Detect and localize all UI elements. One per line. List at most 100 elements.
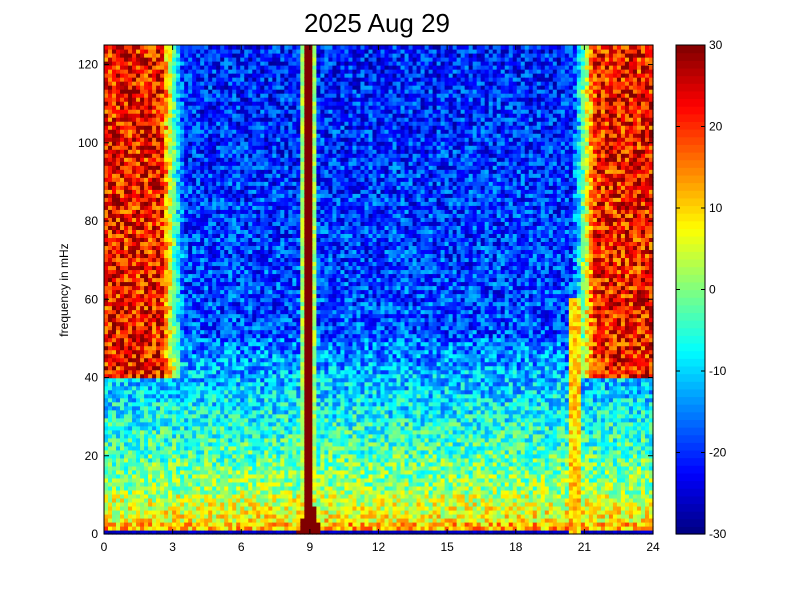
heatmap-cell — [192, 137, 197, 142]
heatmap-cell — [240, 157, 245, 162]
heatmap-cell — [180, 413, 185, 419]
heatmap-cell — [252, 209, 257, 214]
heatmap-cell — [128, 329, 133, 335]
heatmap-cell — [164, 121, 169, 126]
heatmap-cell — [144, 413, 149, 419]
heatmap-cell — [172, 81, 177, 86]
heatmap-cell — [172, 297, 177, 303]
heatmap-cell — [248, 449, 253, 455]
heatmap-cell — [180, 345, 185, 351]
heatmap-cell — [216, 209, 221, 214]
heatmap-cell — [232, 225, 237, 230]
heatmap-cell — [184, 321, 189, 327]
heatmap-cell — [168, 465, 173, 471]
heatmap-cell — [204, 345, 209, 351]
heatmap-cell — [164, 461, 169, 467]
heatmap-cell — [236, 361, 241, 367]
heatmap-cell — [240, 153, 245, 158]
heatmap-cell — [224, 237, 229, 242]
heatmap-cell — [260, 205, 265, 210]
heatmap-cell — [172, 365, 177, 371]
heatmap-cell — [240, 441, 245, 447]
heatmap-cell — [264, 129, 269, 134]
heatmap-cell — [136, 169, 141, 174]
heatmap-cell — [180, 481, 185, 487]
heatmap-cell — [228, 149, 233, 154]
heatmap-cell — [228, 317, 233, 323]
heatmap-cell — [240, 477, 245, 483]
heatmap-cell — [256, 513, 261, 519]
heatmap-cell — [160, 369, 165, 375]
heatmap-cell — [200, 181, 205, 186]
heatmap-cell — [140, 81, 145, 86]
heatmap-cell — [192, 317, 197, 323]
heatmap-cell — [232, 293, 237, 299]
heatmap-cell — [144, 125, 149, 130]
heatmap-cell — [156, 221, 161, 226]
heatmap-cell — [232, 229, 237, 234]
heatmap-cell — [172, 429, 177, 435]
heatmap-cell — [236, 437, 241, 443]
heatmap-cell — [172, 109, 177, 114]
heatmap-cell — [156, 249, 161, 255]
heatmap-cell — [168, 273, 173, 279]
heatmap-cell — [228, 489, 233, 495]
heatmap-cell — [220, 417, 225, 423]
heatmap-cell — [120, 329, 125, 335]
heatmap-cell — [108, 157, 113, 162]
heatmap-cell — [264, 73, 269, 78]
heatmap-cell — [124, 229, 129, 234]
heatmap-cell — [180, 385, 185, 391]
heatmap-cell — [208, 493, 213, 499]
heatmap-cell — [256, 301, 261, 307]
heatmap-cell — [120, 65, 125, 70]
heatmap-cell — [184, 93, 189, 98]
heatmap-cell — [120, 361, 125, 367]
heatmap-cell — [244, 269, 249, 275]
heatmap-cell — [168, 81, 173, 86]
heatmap-cell — [140, 221, 145, 226]
heatmap-cell — [164, 85, 169, 90]
heatmap-cell — [196, 169, 201, 174]
heatmap-cell — [188, 521, 193, 527]
heatmap-cell — [128, 89, 133, 94]
heatmap-cell — [208, 389, 213, 395]
heatmap-cell — [112, 281, 117, 287]
heatmap-cell — [132, 517, 137, 523]
heatmap-cell — [120, 137, 125, 142]
heatmap-cell — [108, 69, 113, 74]
heatmap-cell — [168, 293, 173, 299]
heatmap-cell — [200, 493, 205, 499]
heatmap-cell — [228, 249, 233, 255]
heatmap-cell — [244, 377, 249, 383]
heatmap-cell — [104, 49, 109, 54]
heatmap-cell — [240, 193, 245, 198]
heatmap-cell — [240, 417, 245, 423]
heatmap-cell — [260, 245, 265, 251]
heatmap-cell — [212, 505, 217, 511]
heatmap-cell — [124, 517, 129, 523]
heatmap-cell — [172, 329, 177, 335]
heatmap-cell — [112, 417, 117, 423]
heatmap-cell — [112, 489, 117, 495]
heatmap-cell — [232, 369, 237, 375]
heatmap-cell — [108, 481, 113, 487]
heatmap-cell — [124, 389, 129, 395]
heatmap-cell — [228, 209, 233, 214]
heatmap-cell — [152, 241, 157, 247]
heatmap-cell — [132, 349, 137, 355]
heatmap-cell — [224, 457, 229, 463]
heatmap-cell — [180, 489, 185, 495]
heatmap-cell — [132, 469, 137, 475]
heatmap-cell — [108, 397, 113, 403]
heatmap-cell — [136, 65, 141, 70]
heatmap-cell — [136, 101, 141, 106]
heatmap-cell — [180, 185, 185, 190]
heatmap-cell — [216, 313, 221, 319]
heatmap-cell — [188, 525, 193, 531]
heatmap-cell — [260, 309, 265, 315]
heatmap-cell — [244, 385, 249, 391]
heatmap-cell — [240, 461, 245, 467]
heatmap-cell — [196, 401, 201, 407]
heatmap-cell — [212, 133, 217, 138]
